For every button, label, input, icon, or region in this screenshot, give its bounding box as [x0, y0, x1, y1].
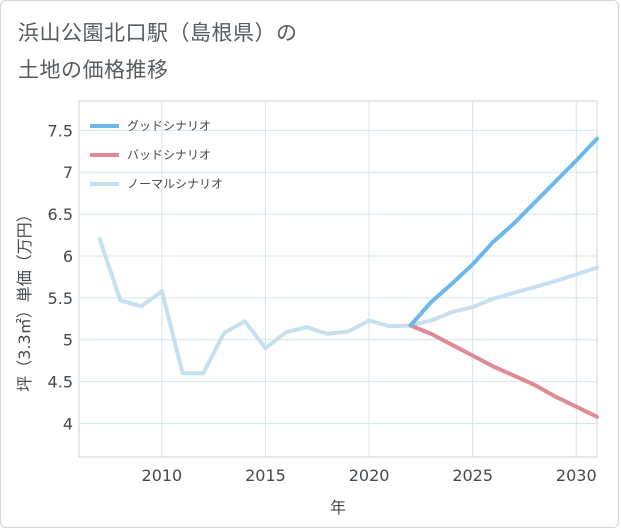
- legend-label: バッドシナリオ: [127, 148, 211, 162]
- y-axis-label: 坪（3.3㎡）単価（万円）: [15, 206, 34, 391]
- x-tick-label: 2015: [245, 466, 286, 485]
- y-tick-label: 4: [63, 414, 73, 433]
- y-tick-label: 6.5: [48, 205, 73, 224]
- x-tick-label: 2020: [349, 466, 390, 485]
- x-tick-label: 2030: [556, 466, 597, 485]
- series-line-1: [408, 323, 599, 419]
- x-axis-label: 年: [330, 498, 346, 517]
- series-line-0: [408, 136, 599, 328]
- y-tick-label: 7.5: [48, 121, 73, 140]
- x-tick-label: 2010: [142, 466, 183, 485]
- y-tick-label: 5: [63, 331, 73, 350]
- tick-labels: 2010 2015 2020 2025 2030 4 4.5 5 5.5 6 6.5 7 7.5: [48, 121, 597, 485]
- legend-label: グッドシナリオ: [127, 119, 211, 133]
- y-tick-label: 7: [63, 163, 73, 182]
- y-tick-label: 6: [63, 247, 73, 266]
- chart-title: 浜山公園北口駅（島根県）の 土地の価格推移: [18, 21, 298, 82]
- x-tick-label: 2025: [452, 466, 493, 485]
- y-tick-label: 5.5: [48, 289, 73, 308]
- series-line-2: [97, 237, 599, 376]
- series-group: [97, 136, 599, 419]
- plot-area: [78, 100, 598, 458]
- legend-label: ノーマルシナリオ: [127, 177, 223, 191]
- y-tick-label: 4.5: [48, 373, 73, 392]
